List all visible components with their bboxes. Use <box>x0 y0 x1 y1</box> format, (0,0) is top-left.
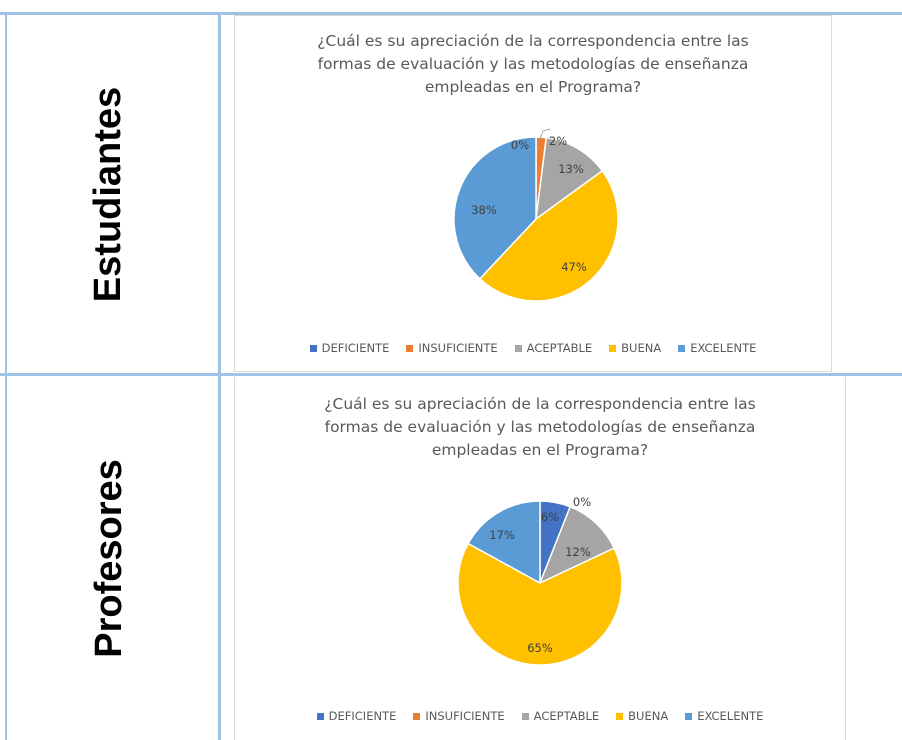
legend-swatch <box>678 344 686 352</box>
legend-item-aceptable: ACEPTABLE <box>521 709 600 723</box>
legend-swatch <box>521 712 529 720</box>
pie-slice-aceptable <box>535 136 604 221</box>
table-border-left <box>5 12 7 740</box>
legend-swatch <box>616 712 624 720</box>
legend-label: ACEPTABLE <box>533 709 600 723</box>
pie-chart-students: ¿Cuál es su apreciación de la correspond… <box>234 15 832 372</box>
legend-label: BUENA <box>628 709 669 723</box>
chart-title: ¿Cuál es su apreciación de la correspond… <box>235 30 831 99</box>
data-label: 0% <box>511 138 529 152</box>
pie-plot-area: 0% 2% 13% 47% 38% <box>453 128 619 302</box>
legend-swatch <box>609 344 617 352</box>
row-label-students: Estudiantes <box>0 15 218 373</box>
legend-item-excelente: EXCELENTE <box>685 709 763 723</box>
legend-item-excelente: EXCELENTE <box>678 341 756 355</box>
data-label: 65% <box>527 641 553 655</box>
data-label: 0% <box>573 495 591 509</box>
chart-title: ¿Cuál es su apreciación de la correspond… <box>235 393 845 462</box>
legend-item-buena: BUENA <box>616 709 668 723</box>
legend-swatch <box>514 344 522 352</box>
table-column-divider <box>218 12 221 740</box>
data-label: 38% <box>471 203 497 217</box>
chart-title-line: ¿Cuál es su apreciación de la correspond… <box>324 395 756 413</box>
legend-label: DEFICIENTE <box>328 709 397 723</box>
table-border-middle <box>0 373 902 376</box>
chart-title-line: ¿Cuál es su apreciación de la correspond… <box>317 32 749 50</box>
legend-swatch <box>685 712 693 720</box>
table-border-top <box>0 12 902 15</box>
legend-label: INSUFICIENTE <box>418 341 498 355</box>
row-label-text: Profesores <box>87 458 130 658</box>
legend-item-deficiente: DEFICIENTE <box>309 341 390 355</box>
pie-plot-area: 6% 0% 12% 65% 17% <box>457 495 623 666</box>
legend-item-insuficiente: INSUFICIENTE <box>413 709 505 723</box>
legend-item-deficiente: DEFICIENTE <box>316 709 397 723</box>
chart-legend: DEFICIENTE INSUFICIENTE ACEPTABLE BUENA EXCE… <box>235 709 845 723</box>
legend-swatch <box>413 712 421 720</box>
chart-legend: DEFICIENTE INSUFICIENTE ACEPTABLE BUENA EXCE… <box>235 341 831 355</box>
legend-label: DEFICIENTE <box>321 341 390 355</box>
legend-swatch <box>309 344 317 352</box>
data-label: 13% <box>558 162 584 176</box>
data-label: 2% <box>549 134 567 148</box>
chart-title-line: formas de evaluación y las metodologías … <box>324 418 756 436</box>
legend-label: EXCELENTE <box>697 709 764 723</box>
chart-title-line: empleadas en el Programa? <box>424 78 642 96</box>
pie-slice-excelente <box>467 500 541 585</box>
data-label: 47% <box>561 260 587 274</box>
legend-label: BUENA <box>621 341 662 355</box>
legend-item-buena: BUENA <box>609 341 661 355</box>
legend-swatch <box>316 712 324 720</box>
legend-item-aceptable: ACEPTABLE <box>514 341 593 355</box>
legend-label: INSUFICIENTE <box>425 709 505 723</box>
legend-label: ACEPTABLE <box>526 341 593 355</box>
leader-line <box>539 128 551 140</box>
row-label-teachers: Profesores <box>0 376 218 740</box>
pie-slice-excelente <box>453 136 537 280</box>
pie-chart-teachers: ¿Cuál es su apreciación de la correspond… <box>234 377 846 740</box>
data-label: 17% <box>489 528 515 542</box>
pie-slice-buena <box>478 169 619 302</box>
pie-slice-aceptable <box>538 505 616 585</box>
data-label: 6% <box>541 510 559 524</box>
legend-swatch <box>406 344 414 352</box>
legend-label: EXCELENTE <box>690 341 757 355</box>
chart-title-line: empleadas en el Programa? <box>431 441 649 459</box>
pie-slice-buena <box>457 542 623 666</box>
data-label: 12% <box>565 545 591 559</box>
legend-item-insuficiente: INSUFICIENTE <box>406 341 498 355</box>
row-label-text: Estudiantes <box>87 86 130 302</box>
chart-title-line: formas de evaluación y las metodologías … <box>317 55 749 73</box>
